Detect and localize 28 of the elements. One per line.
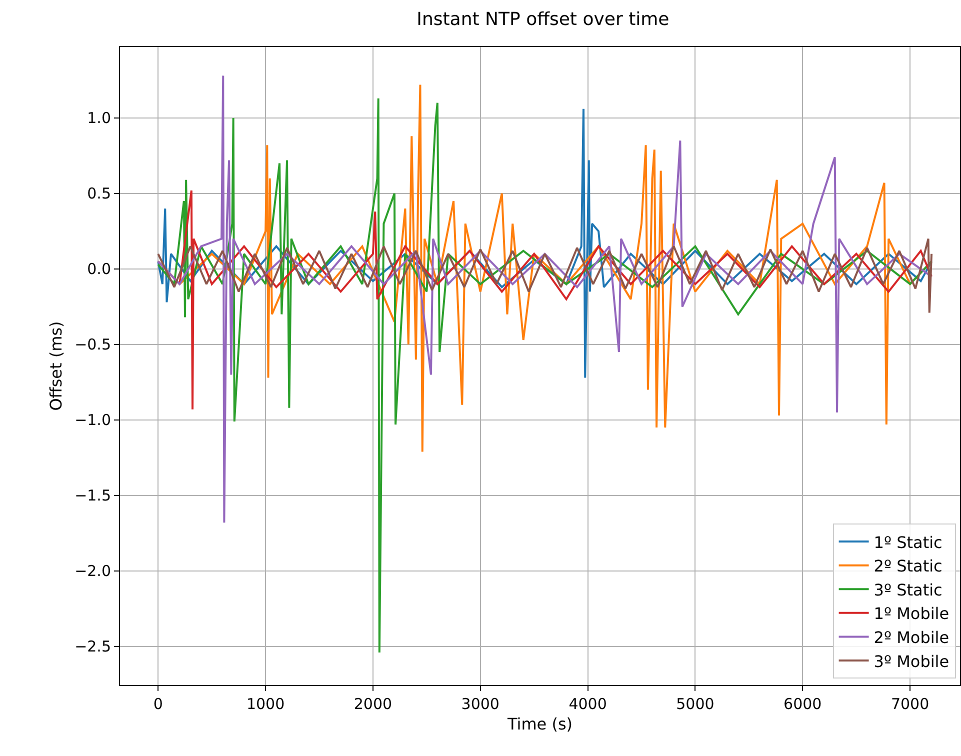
x-tick-label: 4000 xyxy=(568,695,607,713)
y-tick-label: 0.5 xyxy=(87,184,111,203)
chart-title: Instant NTP offset over time xyxy=(416,9,670,30)
legend-label: 3º Mobile xyxy=(874,652,950,671)
legend-label: 2º Static xyxy=(874,556,942,576)
y-tick-label: 1.0 xyxy=(87,109,111,128)
x-tick-label: 6000 xyxy=(784,695,822,713)
y-tick-label: −1.5 xyxy=(74,486,111,505)
legend-label: 2º Mobile xyxy=(874,628,950,647)
y-axis-title: Offset (ms) xyxy=(46,321,66,411)
x-tick-label: 1000 xyxy=(246,695,285,713)
y-tick-label: −2.0 xyxy=(74,562,111,580)
x-tick-label: 3000 xyxy=(461,695,500,713)
x-tick-label: 5000 xyxy=(676,695,714,713)
x-tick-label: 7000 xyxy=(890,695,930,713)
legend-label: 1º Mobile xyxy=(874,604,950,624)
x-axis-title: Time (s) xyxy=(506,714,573,734)
y-tick-label: −2.5 xyxy=(74,638,111,656)
x-tick-label: 2000 xyxy=(354,695,392,713)
line-series xyxy=(157,238,933,314)
x-tick-label: 0 xyxy=(153,695,163,713)
y-tick-label: −0.5 xyxy=(74,336,111,354)
line-series xyxy=(157,108,933,379)
line-series xyxy=(157,74,933,524)
legend-label: 1º Static xyxy=(874,532,942,552)
y-tick-label: 0.0 xyxy=(87,260,111,278)
y-tick-label: −1.0 xyxy=(74,411,111,430)
legend-label: 3º Static xyxy=(874,580,942,600)
